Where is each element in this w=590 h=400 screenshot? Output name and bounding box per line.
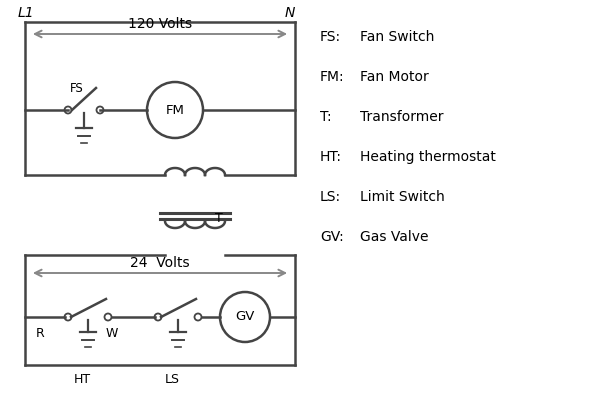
- Text: L1: L1: [18, 6, 35, 20]
- Text: Heating thermostat: Heating thermostat: [360, 150, 496, 164]
- Text: T:: T:: [320, 110, 332, 124]
- Text: GV:: GV:: [320, 230, 344, 244]
- Text: 120 Volts: 120 Volts: [128, 17, 192, 31]
- Text: Gas Valve: Gas Valve: [360, 230, 428, 244]
- Text: N: N: [284, 6, 295, 20]
- Text: HT:: HT:: [320, 150, 342, 164]
- Text: Transformer: Transformer: [360, 110, 444, 124]
- Text: 24  Volts: 24 Volts: [130, 256, 190, 270]
- Text: FM: FM: [166, 104, 185, 116]
- Text: HT: HT: [73, 373, 90, 386]
- Text: W: W: [106, 327, 118, 340]
- Text: FS:: FS:: [320, 30, 341, 44]
- Text: GV: GV: [235, 310, 255, 324]
- Text: R: R: [35, 327, 44, 340]
- Text: LS: LS: [165, 373, 179, 386]
- Text: T: T: [215, 212, 223, 224]
- Text: FM:: FM:: [320, 70, 345, 84]
- Text: LS:: LS:: [320, 190, 341, 204]
- Text: FS: FS: [70, 82, 84, 95]
- Text: Fan Switch: Fan Switch: [360, 30, 434, 44]
- Text: Limit Switch: Limit Switch: [360, 190, 445, 204]
- Text: Fan Motor: Fan Motor: [360, 70, 429, 84]
